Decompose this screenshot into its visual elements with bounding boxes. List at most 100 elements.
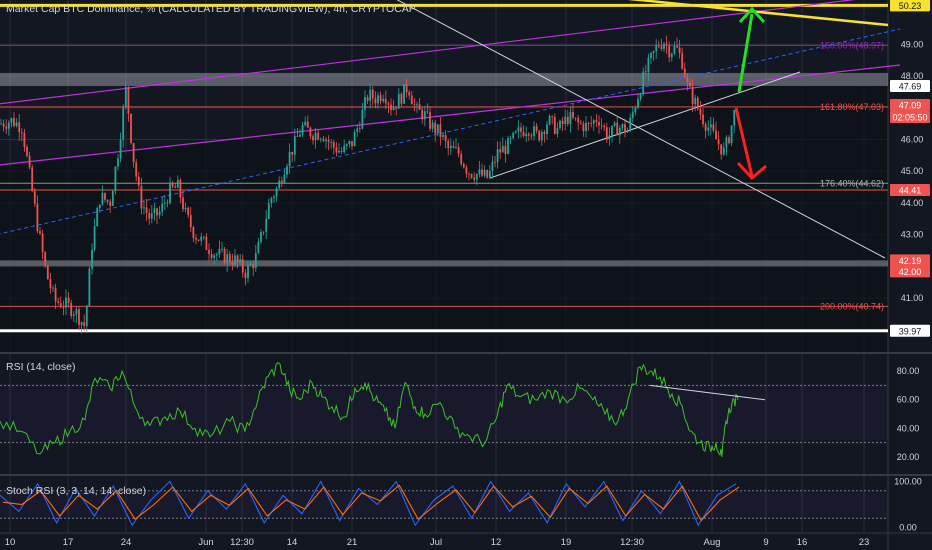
x-tick-13: 16 [797, 537, 808, 548]
candle-body [358, 128, 361, 130]
candle-body [171, 182, 174, 187]
zone-1 [0, 260, 888, 267]
fib-label-0: 150.00%(48.97) [820, 40, 884, 50]
candle-body [509, 138, 512, 139]
candle-body [153, 208, 156, 214]
candle-body [226, 254, 229, 264]
candle-body [353, 131, 356, 147]
candle-body [527, 133, 530, 136]
candle-body [111, 190, 114, 206]
candle-body [356, 128, 359, 132]
candle-body [696, 97, 699, 109]
candle-body [23, 132, 26, 147]
arrow-up [737, 6, 766, 93]
candle-body [361, 109, 364, 129]
candle-body [98, 204, 101, 209]
candle-body [530, 135, 533, 137]
candle-body [494, 161, 496, 163]
candle-body [434, 122, 437, 134]
candle-body [293, 136, 296, 155]
candle-body [364, 97, 366, 110]
candle-body [41, 233, 44, 253]
candle-body [163, 202, 166, 204]
candle-body [650, 52, 652, 58]
candle-body [624, 124, 626, 133]
candle-body [254, 253, 257, 269]
candle-body [683, 68, 686, 78]
candle-body [486, 170, 489, 178]
candle-body [7, 122, 10, 129]
price-label-2: 47.09 [899, 100, 922, 110]
x-tick-3: Jun [198, 537, 213, 548]
candle-body [426, 111, 429, 113]
x-tick-6: 21 [347, 537, 358, 548]
candle-body [403, 84, 405, 104]
candle-body [83, 322, 86, 327]
candle-body [507, 138, 509, 154]
candle-body [122, 107, 125, 140]
candle-body [408, 92, 411, 96]
candle-body [101, 192, 104, 205]
candle-body [221, 248, 223, 250]
arrow-up-head [738, 6, 766, 24]
candle-body [585, 122, 587, 132]
price-label-0: 50.23 [899, 1, 922, 11]
candle-body [93, 226, 96, 250]
candle-body [686, 77, 689, 83]
candle-body [150, 213, 153, 219]
candle-body [709, 124, 712, 128]
candle-body [176, 179, 179, 188]
candle-body [28, 155, 31, 168]
candle-body [309, 127, 312, 137]
candle-body [538, 130, 541, 141]
candle-body [241, 259, 244, 273]
fib-label-2: 176.40%(44.62) [820, 178, 884, 188]
candle-body [475, 173, 478, 180]
candle-body [247, 265, 249, 279]
candle-body [59, 303, 62, 308]
candle-body [75, 309, 78, 315]
candle-body [517, 127, 520, 132]
candle-body [283, 174, 286, 183]
candle-body [148, 213, 151, 219]
candle-body [239, 259, 242, 262]
candle-body [561, 120, 564, 125]
candle-body [447, 141, 450, 149]
candle-body [88, 268, 91, 306]
candle-body [345, 144, 348, 146]
candle-body [670, 53, 673, 58]
candle-body [236, 255, 239, 262]
candle-body [182, 197, 184, 210]
arrow-up-shaft [737, 13, 754, 93]
candle-body [665, 43, 668, 46]
candle-body [338, 150, 340, 153]
candle-body [694, 97, 697, 105]
candle-body [496, 149, 499, 163]
candle-body [257, 241, 260, 254]
candle-body [158, 211, 161, 216]
candle-body [478, 169, 481, 174]
candle-body [332, 142, 335, 148]
candle-body [234, 255, 236, 265]
candle-body [429, 112, 431, 129]
candle-body [397, 93, 400, 109]
candle-body [78, 309, 80, 325]
x-tick-9: 19 [561, 537, 572, 548]
candle-body [681, 53, 684, 69]
candle-body [91, 249, 93, 269]
candle-body [195, 237, 197, 240]
candle-body [457, 147, 460, 154]
candle-body [470, 174, 473, 178]
candle-body [559, 120, 561, 129]
candle-body [335, 147, 338, 153]
candle-body [663, 43, 665, 49]
candle-body [135, 162, 138, 177]
candle-body [564, 116, 567, 125]
candle-body [598, 122, 600, 126]
x-tick-2: 24 [121, 537, 132, 548]
candle-body [70, 302, 73, 316]
rsi-tick-0: 20.00 [897, 452, 920, 462]
candle-body [465, 167, 468, 174]
stoch-tick-0: 0.00 [899, 522, 917, 532]
